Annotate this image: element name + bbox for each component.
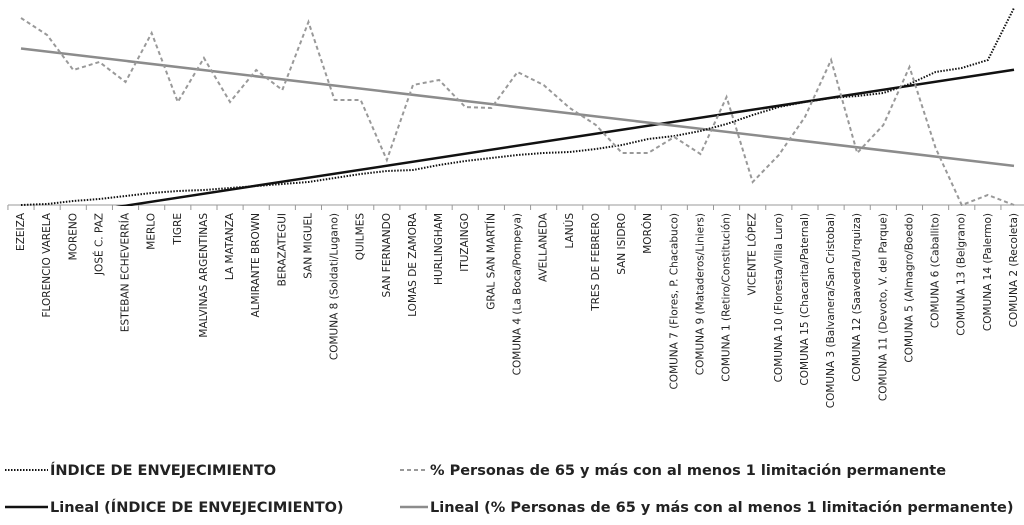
x-tick-label: AVELLANEDA <box>538 212 550 282</box>
legend-label: ÍNDICE DE ENVEJECIMIENTO <box>50 462 276 479</box>
trend-line <box>115 68 1015 206</box>
x-tick-label: COMUNA 5 (Almagro/Boedo) <box>903 213 915 363</box>
x-tick-label: ALMIRANTE BROWN <box>250 213 262 317</box>
plot <box>20 7 1015 206</box>
x-tick-label: FLORENCIO VARELA <box>41 212 53 317</box>
x-tick-label: LOMAS DE ZAMORA <box>407 212 419 317</box>
x-tick-label: COMUNA 11 (Devoto, V. del Parque) <box>877 213 889 401</box>
x-tick-label: SAN FERNANDO <box>381 213 393 297</box>
x-tick-label: COMUNA 4 (La Boca/Pompeya) <box>512 213 524 375</box>
x-tick-label: GRAL SAN MARTÍN <box>484 213 497 310</box>
series-line <box>20 7 1015 206</box>
x-tick-label: COMUNA 7 (Flores, P. Chacabuco) <box>668 213 680 390</box>
x-tick-label: HURLINGHAM <box>433 213 445 285</box>
x-tick-label: COMUNA 1 (Retiro/Constitución) <box>721 213 733 382</box>
legend-label: % Personas de 65 y más con al menos 1 li… <box>430 463 946 479</box>
x-tick-label: COMUNA 8 (Soldati/Lugano) <box>329 213 341 360</box>
x-tick-label: BERAZATEGUI <box>276 213 288 286</box>
x-tick-label: COMUNA 9 (Mataderos/Liniers) <box>694 213 706 375</box>
x-tick-label: ESTEBAN ECHEVERRÍA <box>119 212 132 332</box>
x-tick-label: TRES DE FEBRERO <box>590 213 602 312</box>
legend-label: Lineal (ÍNDICE DE ENVEJECIMIENTO) <box>50 499 344 516</box>
x-tick-label: COMUNA 10 (Floresta/Villa Luro) <box>773 213 785 382</box>
legend-label: Lineal (% Personas de 65 y más con al me… <box>430 500 1013 516</box>
x-tick-label: VICENTE LÓPEZ <box>746 213 759 295</box>
x-tick-label: SAN ISIDRO <box>616 213 628 275</box>
x-tick-label: LA MATANZA <box>224 212 236 280</box>
x-tick-label: EZEIZA <box>15 212 27 251</box>
trend-line <box>20 47 1015 168</box>
x-tick-label: LANÚS <box>563 213 576 249</box>
x-tick-label: MORENO <box>67 213 79 260</box>
x-tick-label: MORÓN <box>641 213 654 254</box>
x-tick-label: COMUNA 6 (Caballito) <box>930 213 942 328</box>
x-tick-label: COMUNA 15 (Chacarita/Paternal) <box>799 213 811 386</box>
x-tick-label: ITUZAINGO <box>459 213 471 272</box>
x-tick-label: JOSÉ C. PAZ <box>92 213 105 276</box>
x-tick-label: TIGRE <box>172 213 184 246</box>
x-tick-label: SAN MIGUEL <box>302 213 314 279</box>
x-tick-label: COMUNA 3 (Balvanera/San Cristobal) <box>825 213 837 408</box>
x-tick-label: COMUNA 14 (Palermo) <box>982 213 994 331</box>
series-line <box>20 17 1015 206</box>
x-tick-label: COMUNA 12 (Saavedra/Urquiza) <box>851 213 863 382</box>
x-tick-label: MALVINAS ARGENTINAS <box>198 213 210 338</box>
x-tick-label: QUILMES <box>355 213 367 261</box>
x-tick-label: COMUNA 2 (Recoleta) <box>1008 213 1020 327</box>
x-tick-label: MERLO <box>146 213 158 250</box>
x-tick-label: COMUNA 13 (Belgrano) <box>956 213 968 336</box>
